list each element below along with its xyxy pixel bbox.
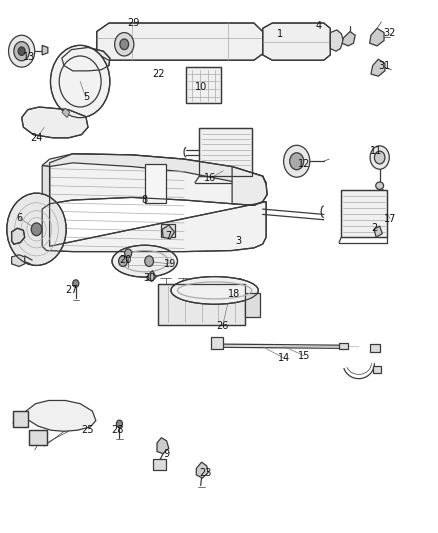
Bar bbox=[13, 411, 28, 427]
Circle shape bbox=[115, 33, 134, 56]
Polygon shape bbox=[147, 271, 156, 281]
Bar bbox=[13, 411, 28, 427]
Bar bbox=[145, 165, 166, 203]
Polygon shape bbox=[371, 59, 385, 76]
Bar bbox=[199, 128, 252, 176]
Bar bbox=[186, 67, 221, 103]
Polygon shape bbox=[62, 108, 70, 118]
Text: 13: 13 bbox=[23, 52, 35, 61]
Polygon shape bbox=[42, 154, 266, 188]
Bar bbox=[29, 430, 46, 445]
Polygon shape bbox=[330, 30, 343, 51]
Polygon shape bbox=[342, 31, 355, 46]
Polygon shape bbox=[22, 400, 96, 431]
Circle shape bbox=[119, 256, 127, 266]
Polygon shape bbox=[12, 228, 25, 244]
Polygon shape bbox=[42, 165, 49, 246]
Bar bbox=[341, 190, 387, 237]
Text: 9: 9 bbox=[163, 449, 170, 458]
Text: 6: 6 bbox=[16, 213, 22, 223]
Circle shape bbox=[117, 420, 123, 427]
Text: 1: 1 bbox=[277, 29, 283, 39]
Text: 11: 11 bbox=[370, 146, 382, 156]
Circle shape bbox=[18, 47, 25, 55]
Text: 24: 24 bbox=[31, 133, 43, 143]
Polygon shape bbox=[232, 166, 267, 205]
Polygon shape bbox=[157, 438, 169, 454]
Bar bbox=[341, 190, 387, 237]
Circle shape bbox=[370, 146, 389, 169]
Circle shape bbox=[290, 153, 304, 169]
Ellipse shape bbox=[171, 277, 258, 304]
Bar bbox=[211, 337, 223, 349]
Bar bbox=[245, 293, 261, 317]
Bar bbox=[158, 284, 245, 325]
Text: 4: 4 bbox=[315, 21, 321, 31]
Text: 27: 27 bbox=[66, 286, 78, 295]
Polygon shape bbox=[196, 462, 208, 478]
Text: 18: 18 bbox=[228, 289, 240, 299]
Circle shape bbox=[7, 193, 66, 265]
Text: 26: 26 bbox=[216, 321, 229, 331]
Text: 8: 8 bbox=[142, 195, 148, 205]
Circle shape bbox=[73, 280, 79, 287]
Polygon shape bbox=[42, 154, 267, 252]
Polygon shape bbox=[62, 47, 110, 71]
Text: 17: 17 bbox=[384, 214, 396, 224]
Text: 15: 15 bbox=[298, 351, 311, 361]
Bar bbox=[161, 224, 175, 237]
Polygon shape bbox=[21, 107, 88, 138]
Polygon shape bbox=[162, 225, 174, 239]
Circle shape bbox=[120, 39, 129, 50]
Circle shape bbox=[145, 256, 153, 266]
Polygon shape bbox=[370, 28, 384, 46]
Circle shape bbox=[9, 35, 35, 67]
Circle shape bbox=[374, 151, 385, 164]
Circle shape bbox=[14, 42, 29, 61]
Bar bbox=[186, 67, 221, 103]
Polygon shape bbox=[374, 226, 382, 237]
Text: 2: 2 bbox=[371, 223, 377, 233]
Text: 16: 16 bbox=[204, 173, 216, 183]
Polygon shape bbox=[42, 45, 48, 55]
Text: 5: 5 bbox=[83, 92, 89, 102]
Text: 30: 30 bbox=[143, 273, 155, 283]
Text: 31: 31 bbox=[378, 61, 390, 70]
Bar bbox=[339, 343, 348, 350]
Text: 10: 10 bbox=[194, 82, 207, 92]
Circle shape bbox=[50, 45, 110, 118]
Ellipse shape bbox=[112, 245, 177, 277]
Circle shape bbox=[125, 249, 132, 257]
Bar bbox=[158, 284, 245, 325]
Polygon shape bbox=[12, 255, 25, 266]
Text: 25: 25 bbox=[81, 425, 93, 435]
Text: 32: 32 bbox=[383, 28, 396, 38]
Text: 23: 23 bbox=[199, 468, 211, 478]
Bar bbox=[373, 367, 381, 373]
Circle shape bbox=[31, 223, 42, 236]
Text: 19: 19 bbox=[164, 259, 176, 269]
Bar bbox=[29, 430, 46, 445]
Text: 20: 20 bbox=[119, 255, 131, 265]
Bar bbox=[199, 128, 252, 176]
Text: 12: 12 bbox=[298, 159, 311, 169]
Text: 7: 7 bbox=[166, 231, 172, 241]
Bar bbox=[370, 344, 380, 352]
Text: 14: 14 bbox=[278, 353, 290, 363]
Text: 29: 29 bbox=[127, 18, 140, 28]
Polygon shape bbox=[263, 23, 330, 60]
Bar bbox=[152, 459, 166, 470]
Polygon shape bbox=[97, 23, 263, 60]
Circle shape bbox=[284, 146, 310, 177]
Text: 28: 28 bbox=[112, 425, 124, 435]
Ellipse shape bbox=[376, 182, 384, 189]
Text: 3: 3 bbox=[236, 236, 242, 246]
Text: 22: 22 bbox=[152, 69, 165, 79]
